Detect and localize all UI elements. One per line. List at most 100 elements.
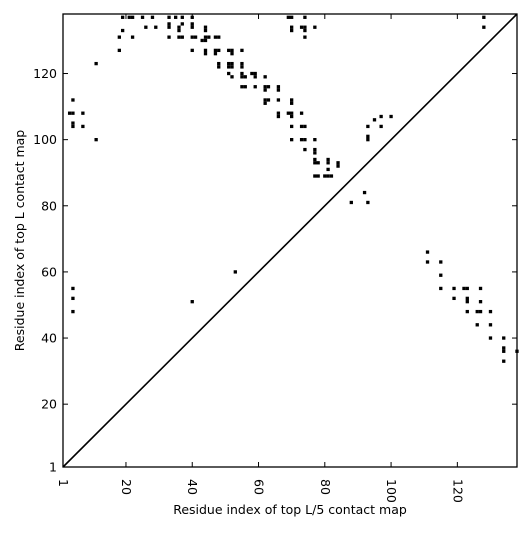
contact-point (190, 300, 194, 304)
contact-point (266, 98, 271, 102)
contact-point (203, 48, 208, 53)
contact-point (94, 138, 98, 142)
contact-point (71, 121, 75, 125)
contact-point (425, 250, 430, 254)
contact-point (217, 35, 221, 39)
contact-point (230, 52, 234, 56)
contact-point (227, 61, 231, 66)
contact-point (250, 71, 254, 76)
contact-point (366, 200, 370, 205)
contact-point (465, 309, 469, 314)
contact-point (167, 25, 171, 29)
contact-point (290, 98, 294, 102)
contact-point (180, 15, 184, 19)
y-tick-label: 120 (33, 66, 57, 81)
contact-point (230, 65, 234, 69)
contact-point (94, 61, 98, 66)
contact-point (177, 28, 181, 33)
diagonal-line (62, 13, 518, 468)
contact-point (263, 98, 267, 102)
contact-point (243, 75, 247, 79)
contact-point (240, 71, 244, 76)
contact-point (475, 309, 479, 314)
contact-point (290, 138, 294, 142)
contact-point (276, 114, 281, 119)
contact-point (290, 28, 294, 33)
contact-point (217, 65, 221, 69)
contact-point (167, 35, 171, 39)
contact-point (120, 15, 125, 19)
contact-point (127, 15, 131, 19)
contact-point (323, 174, 327, 178)
contact-point (366, 124, 370, 129)
contact-point (372, 118, 377, 122)
contact-point (144, 25, 148, 29)
contact-point (316, 161, 320, 165)
contact-point (502, 336, 506, 340)
contact-points (67, 15, 519, 363)
contact-point (475, 323, 479, 327)
contact-point (213, 52, 218, 56)
contact-point (488, 323, 493, 327)
contact-point (177, 35, 181, 39)
contact-point (240, 48, 244, 53)
contact-point (482, 15, 486, 19)
contact-point (180, 35, 184, 39)
contact-point (217, 48, 221, 53)
contact-point (336, 161, 340, 165)
contact-point (286, 15, 290, 19)
contact-point (203, 35, 208, 39)
contact-point (227, 71, 231, 76)
contact-point (67, 111, 72, 115)
contact-point (478, 300, 483, 304)
contact-point (203, 38, 208, 43)
contact-point (81, 111, 85, 115)
contact-point (140, 15, 145, 19)
contact-point (366, 138, 370, 142)
contact-point (313, 157, 317, 162)
contact-point (452, 286, 456, 291)
contact-point (439, 260, 443, 264)
contact-point (313, 25, 317, 29)
contact-point (253, 71, 257, 76)
contact-point (276, 98, 281, 102)
x-axis-label: Residue index of top L/5 contact map (173, 502, 407, 517)
contact-point (243, 85, 247, 89)
y-tick-label: 80 (41, 198, 57, 213)
y-tick-label: 20 (41, 397, 57, 412)
contact-point (299, 124, 304, 129)
y-axis-label: Residue index of top L contact map (12, 130, 27, 351)
contact-point (502, 359, 506, 363)
contact-point (502, 349, 506, 353)
contact-point (266, 85, 271, 89)
contact-point (290, 25, 294, 29)
contact-point (276, 85, 281, 89)
contact-point (290, 111, 294, 115)
contact-point (488, 309, 493, 314)
contact-point (313, 138, 317, 142)
x-tick-label: 100 (384, 479, 399, 503)
y-tick-label: 40 (41, 331, 57, 346)
contact-point (167, 22, 171, 26)
contact-point (240, 65, 244, 69)
contact-point (130, 35, 135, 39)
x-tick-label: 80 (318, 479, 333, 495)
contact-point (389, 114, 393, 119)
contact-point (71, 296, 75, 301)
contact-point (227, 48, 231, 53)
contact-point (81, 124, 85, 129)
contact-point (190, 48, 194, 53)
contact-point (303, 28, 307, 33)
contact-point (276, 111, 281, 115)
contact-point (233, 270, 237, 274)
contact-point (240, 61, 244, 66)
plot-frame (62, 13, 518, 468)
contact-point (465, 286, 469, 291)
contact-point (263, 85, 267, 89)
contact-point (439, 273, 443, 277)
contact-point (253, 85, 257, 89)
contact-point (303, 138, 307, 142)
contact-point (336, 164, 340, 168)
contact-point (263, 88, 267, 92)
contact-point (425, 260, 430, 264)
